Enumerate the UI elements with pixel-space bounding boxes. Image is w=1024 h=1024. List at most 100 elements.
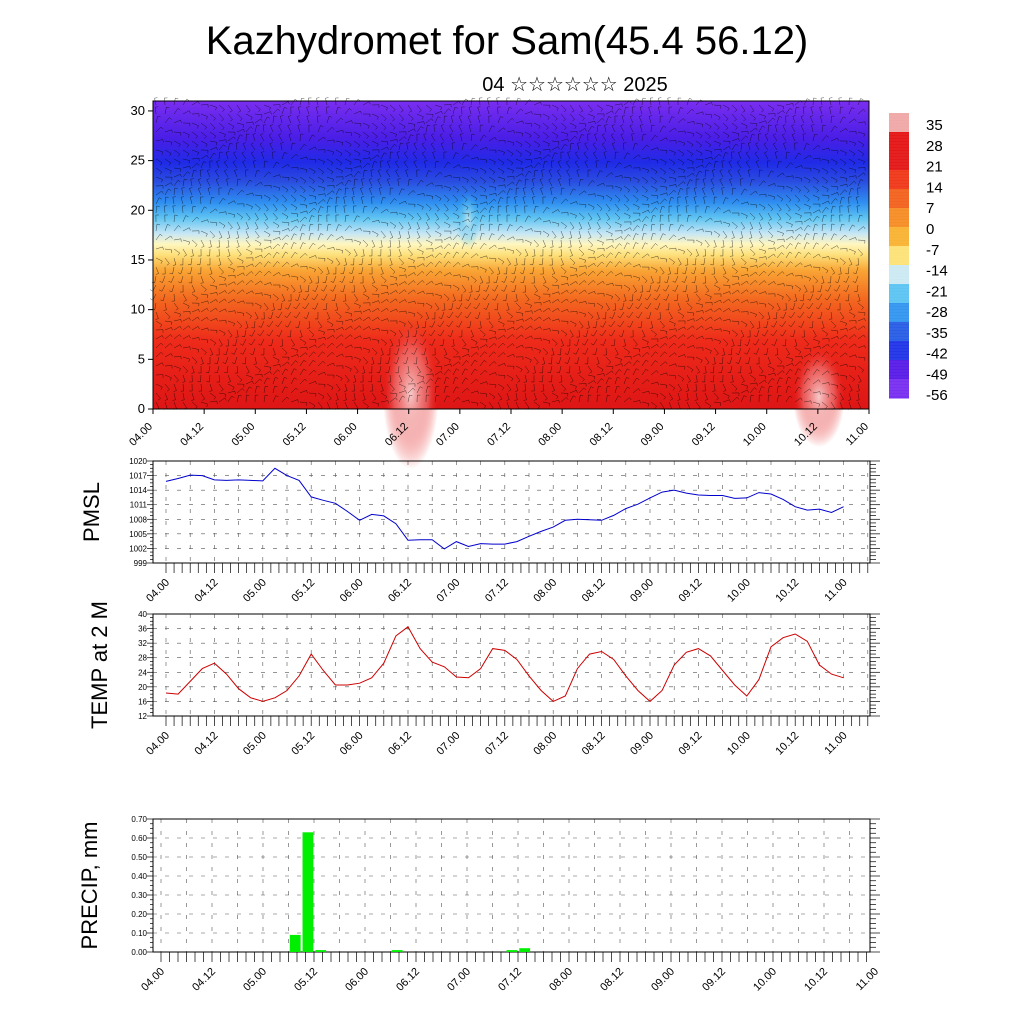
colorbar-label: -42 [926, 346, 948, 363]
pmsl-panel: 999 1002 1005 1008 1011 1014 1017 1020 04.00 04.1… [79, 457, 880, 605]
x-tick-label: 06.00 [332, 421, 360, 449]
precip-bar [289, 934, 301, 952]
colorbar-swatch [889, 379, 909, 399]
y-tick-label: 1014 [129, 486, 147, 495]
y-tick-label: 32 [138, 639, 147, 648]
colorbar-label: 28 [926, 138, 943, 155]
y-tick-label: 0.30 [131, 891, 147, 900]
x-tick-label: 09.12 [677, 730, 705, 758]
y-tick-label: 20 [131, 202, 145, 217]
y-tick-label: 15 [131, 252, 145, 267]
x-tick-label: 09.12 [700, 966, 728, 994]
colorbar-label: 21 [926, 159, 943, 176]
colorbar-swatch [889, 265, 909, 285]
precip-bar [506, 950, 518, 952]
x-tick-label: 11.00 [854, 966, 881, 993]
x-tick-label: 07.00 [434, 421, 462, 449]
colorbar-swatch [889, 341, 909, 361]
x-tick-label: 04.12 [193, 577, 221, 605]
y-tick-label: 25 [131, 153, 145, 168]
x-tick-label: 04.00 [127, 421, 155, 449]
y-tick-label: 0.70 [131, 815, 147, 824]
y-tick-label: 0.10 [131, 929, 147, 938]
colorbar-swatch [889, 189, 909, 209]
x-tick-label: 10.12 [773, 730, 801, 758]
x-tick-label: 07.00 [445, 966, 473, 994]
y-tick-label: 12 [138, 712, 147, 721]
wind-barbs [149, 97, 866, 410]
y-tick-label: 0.40 [131, 872, 147, 881]
x-tick-label: 08.00 [547, 966, 575, 994]
y-tick-label: 1020 [129, 457, 147, 466]
x-tick-label: 07.12 [496, 966, 524, 994]
x-tick-label: 07.00 [435, 577, 463, 605]
y-tick-label: 40 [138, 610, 147, 619]
pmsl-series-line [165, 467, 844, 550]
colorbar-label: -14 [926, 263, 948, 280]
x-tick-label: 04.00 [144, 730, 172, 758]
y-tick-label: 24 [138, 668, 147, 677]
y-tick-label: 0 [138, 401, 145, 416]
y-tick-label: 0.00 [131, 948, 147, 957]
x-tick-label: 10.00 [725, 577, 753, 605]
colorbar-label: 0 [926, 221, 934, 238]
y-tick-label: 36 [138, 625, 147, 634]
colorbar-swatch [889, 132, 909, 152]
colorbar-swatch [889, 208, 909, 228]
cool-blob [456, 192, 481, 249]
x-tick-label: 04.12 [178, 421, 206, 449]
colorbar-swatch [889, 322, 909, 342]
y-tick-label: 0.60 [131, 834, 147, 843]
colorbar-swatch [889, 360, 909, 380]
chart-subtitle: 04 ☆☆☆☆☆☆ 2025 [482, 74, 667, 96]
x-tick-label: 08.12 [598, 966, 626, 994]
x-tick-label: 05.00 [241, 577, 269, 605]
x-tick-label: 04.12 [190, 966, 218, 994]
y-tick-label: 10 [131, 302, 145, 317]
x-tick-label: 04.00 [139, 966, 167, 994]
colorbar-label: -21 [926, 283, 948, 300]
y-tick-label: 30 [131, 103, 145, 118]
x-tick-label: 10.00 [741, 421, 769, 449]
precip-bar [519, 948, 531, 952]
x-tick-label: 11.00 [822, 577, 849, 604]
x-tick-label: 05.00 [229, 421, 257, 449]
x-tick-label: 05.12 [281, 421, 309, 449]
y-tick-label: 1005 [129, 530, 147, 539]
colorbar-label: -35 [926, 325, 948, 342]
x-tick-label: 09.00 [639, 421, 667, 449]
y-tick-label: 1008 [129, 515, 147, 524]
y-tick-label: 1017 [129, 472, 147, 481]
colorbar-label: -28 [926, 304, 948, 321]
precipitation-panel: 0.00 0.10 0.20 0.30 0.40 0.50 0.60 0.70 04.00 04.… [77, 815, 881, 994]
colorbar-swatch [889, 227, 909, 247]
y-tick-label: 5 [138, 351, 145, 366]
colorbar-fine-lines [889, 112, 909, 396]
colorbar-label: 7 [926, 200, 934, 217]
x-tick-label: 05.00 [241, 730, 269, 758]
y-tick-label: 0.50 [131, 853, 147, 862]
x-tick-label: 08.12 [580, 730, 608, 758]
x-tick-label: 10.12 [802, 966, 830, 994]
x-tick-label: 07.12 [485, 421, 513, 449]
colorbar-label: 35 [926, 117, 943, 134]
x-tick-label: 10.00 [751, 966, 779, 994]
x-tick-label: 11.00 [844, 421, 871, 448]
x-tick-label: 09.12 [690, 421, 718, 449]
x-tick-label: 08.12 [587, 421, 615, 449]
x-tick-label: 09.12 [677, 577, 705, 605]
colorbar-swatch [889, 170, 909, 190]
x-tick-label: 05.12 [289, 577, 317, 605]
y-axis-label: PRECIP, mm [77, 822, 102, 950]
y-tick-label: 20 [138, 683, 147, 692]
colorbar-label: -7 [926, 242, 939, 259]
x-tick-label: 09.00 [628, 730, 656, 758]
x-tick-label: 06.12 [394, 966, 422, 994]
precip-bar [391, 950, 403, 952]
precip-bar [315, 950, 327, 952]
x-tick-label: 09.00 [649, 966, 677, 994]
plot-frame [152, 460, 871, 564]
x-tick-label: 09.00 [628, 577, 656, 605]
x-tick-label: 06.00 [338, 577, 366, 605]
